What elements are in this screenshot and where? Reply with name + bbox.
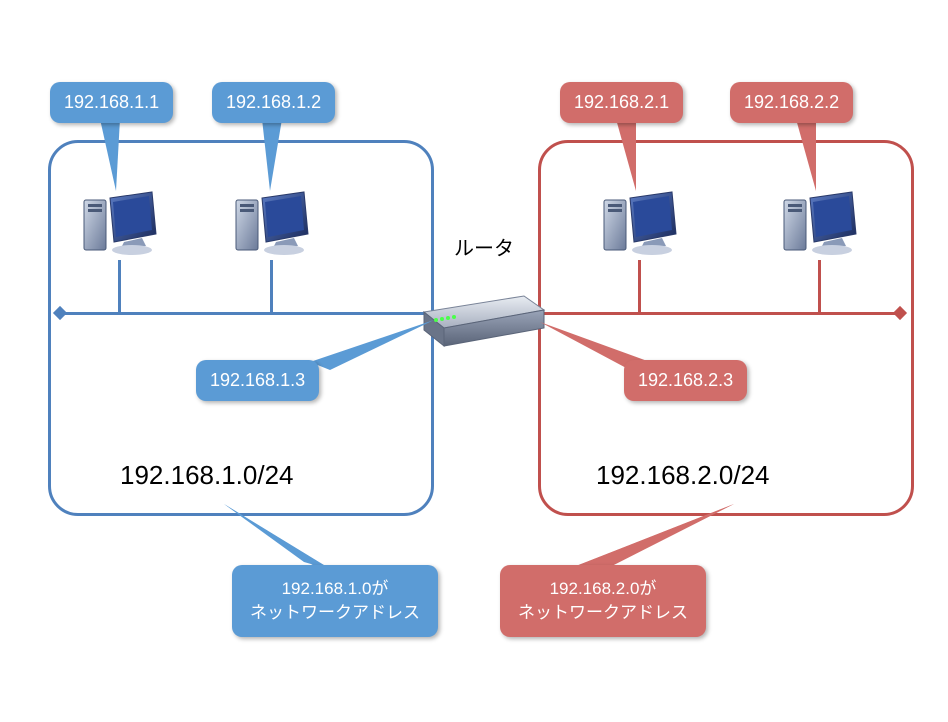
note-line1: 192.168.2.0が [550, 579, 657, 598]
ip-text: 192.168.2.1 [574, 92, 669, 112]
note-line2: ネットワークアドレス [518, 603, 688, 622]
ip-text: 192.168.1.3 [210, 370, 305, 390]
ip-text: 192.168.1.1 [64, 92, 159, 112]
network-cidr-left: 192.168.1.0/24 [120, 460, 294, 491]
note-right: 192.168.2.0が ネットワークアドレス [500, 565, 706, 637]
callout-ip-left-2: 192.168.1.2 [212, 82, 335, 123]
drop-line-right-1 [638, 260, 641, 312]
note-line2: ネットワークアドレス [250, 603, 420, 622]
computer-left-2 [232, 190, 312, 260]
ip-text: 192.168.2.3 [638, 370, 733, 390]
callout-tail-l1 [94, 119, 134, 193]
router-label: ルータ [454, 232, 514, 261]
callout-tail-noteR [576, 504, 736, 570]
callout-tail-r1 [610, 119, 650, 193]
callout-tail-l2 [256, 119, 296, 193]
ip-text: 192.168.1.2 [226, 92, 321, 112]
callout-router-right: 192.168.2.3 [624, 360, 747, 401]
callout-tail-routerL [310, 320, 440, 370]
bus-line-left [60, 312, 428, 315]
drop-line-left-1 [118, 260, 121, 312]
drop-line-left-2 [270, 260, 273, 312]
callout-ip-right-1: 192.168.2.1 [560, 82, 683, 123]
callout-ip-left-1: 192.168.1.1 [50, 82, 173, 123]
ip-text: 192.168.2.2 [744, 92, 839, 112]
callout-router-left: 192.168.1.3 [196, 360, 319, 401]
computer-right-1 [600, 190, 680, 260]
drop-line-right-2 [818, 260, 821, 312]
callout-ip-right-2: 192.168.2.2 [730, 82, 853, 123]
computer-left-1 [80, 190, 160, 260]
bus-line-right [540, 312, 900, 315]
network-diagram: ルータ 192.168.1.1 192.168.1.2 192.168.2.1 … [0, 0, 948, 722]
note-left: 192.168.1.0が ネットワークアドレス [232, 565, 438, 637]
note-line1: 192.168.1.0が [282, 579, 389, 598]
callout-tail-noteL [224, 504, 334, 570]
callout-tail-r2 [790, 119, 830, 193]
network-cidr-right: 192.168.2.0/24 [596, 460, 770, 491]
computer-right-2 [780, 190, 860, 260]
